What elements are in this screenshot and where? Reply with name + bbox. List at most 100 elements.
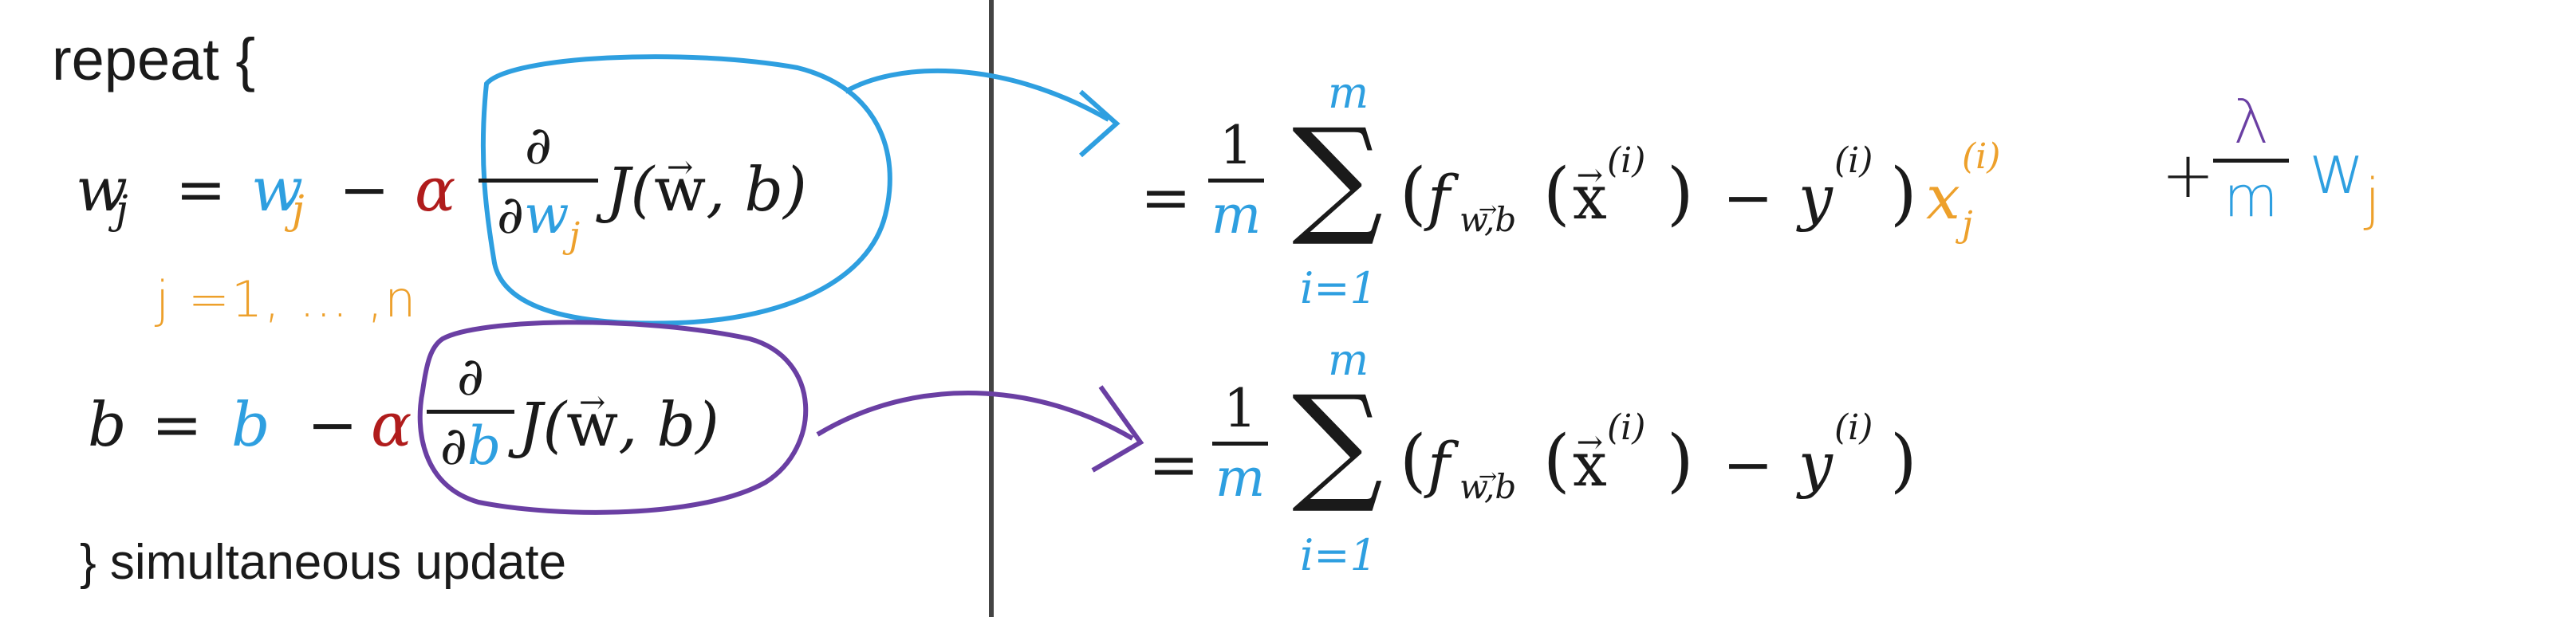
b-eq: = (152, 389, 203, 460)
wd-sum-top: m (1328, 68, 1369, 118)
reg-w-sub: j (2365, 167, 2381, 232)
b-term: b (231, 389, 270, 460)
bd-frac-num: 1 (1223, 378, 1257, 439)
b-vec-arrow-icon: → (578, 384, 606, 421)
w-fraction-bar (479, 179, 598, 183)
wd-f-sub-arrow-icon: → (1478, 196, 1498, 222)
b-J-tail: , b) (618, 389, 719, 460)
bd-sum-top: m (1328, 335, 1369, 385)
wd-eq: = (1140, 162, 1191, 233)
bd-close-paren: ) (1890, 421, 1917, 501)
reg-lambda: λ (2233, 86, 2269, 157)
w-partial-fraction: ∂ ∂wj (479, 120, 598, 253)
b-arrowhead (1091, 385, 1144, 473)
index-note: j =1, … ,n (156, 270, 418, 328)
bd-y: y (1798, 429, 1833, 500)
bd-y-sup: (i) (1834, 407, 1873, 448)
bd-sum-symbol: ∑ (1292, 367, 1384, 517)
w-lhs: w (76, 154, 128, 225)
wd-y: y (1798, 162, 1833, 233)
b-alpha: α (371, 389, 412, 460)
b-lhs: b (88, 389, 127, 460)
bd-x-close: ) (1667, 421, 1694, 501)
w-partial-den-d: ∂ (496, 184, 524, 246)
wd-sum-bottom: i=1 (1300, 263, 1377, 313)
bd-x-vec: → x (1573, 426, 1607, 495)
bd-minus: − (1723, 429, 1774, 500)
bd-f-sub-vec: → w,b (1459, 466, 1517, 506)
wd-f-sub-vec: → w,b (1459, 198, 1517, 239)
bd-x-arrow-icon: → (1576, 424, 1604, 461)
w-arrowhead (1079, 89, 1121, 158)
w-vec: → w (654, 151, 706, 220)
reg-w: w (2309, 130, 2365, 210)
bd-fraction: 1 m (1212, 383, 1268, 505)
wd-frac-bar (1208, 179, 1264, 183)
closing-label: } simultaneous update (80, 535, 567, 590)
wd-xj-sub: j (1962, 204, 1973, 245)
bd-x-open: ( (1543, 421, 1570, 501)
w-partial-den: ∂wj (497, 189, 580, 253)
w-vec-arrow-icon: → (666, 149, 694, 186)
w-term-sub: j (292, 187, 305, 233)
bd-f-sub-text: w,b (1459, 467, 1517, 506)
b-vec-letter: w (566, 389, 619, 460)
wd-x-close: ) (1667, 154, 1694, 234)
b-partial-den-var: b (467, 415, 502, 477)
w-partial-num: ∂ (524, 115, 553, 176)
b-minus: − (307, 389, 358, 460)
wd-close-paren: ) (1890, 154, 1917, 234)
b-partial-den: ∂b (440, 420, 501, 473)
w-alpha: α (415, 154, 456, 225)
wd-x-arrow-icon: → (1576, 157, 1604, 194)
wd-f-sub: → w,b (1459, 198, 1517, 239)
w-derivative-circle (480, 54, 892, 326)
w-term: w (251, 154, 304, 225)
b-J-expr: J(→ w, b) (518, 387, 719, 455)
wd-sum-symbol: ∑ (1292, 100, 1384, 250)
bd-x: → x (1573, 426, 1607, 495)
b-arrow (816, 390, 1134, 441)
w-eq: = (175, 154, 226, 225)
wd-minus: − (1723, 162, 1774, 233)
w-J-tail: , b) (706, 154, 807, 225)
wd-frac-num: 1 (1219, 115, 1253, 176)
w-arrow (844, 68, 1110, 122)
reg-frac-bar (2213, 159, 2289, 163)
b-partial-den-d: ∂ (439, 415, 467, 477)
w-lhs-sub: j (116, 187, 128, 233)
wd-open-paren: ( (1400, 154, 1427, 234)
b-partial-fraction: ∂ ∂b (427, 351, 514, 473)
w-minus: − (339, 154, 390, 225)
reg-den: m (2223, 164, 2279, 230)
reg-fraction: λ m (2213, 92, 2289, 225)
wd-y-sup: (i) (1834, 140, 1873, 181)
vertical-divider (989, 0, 994, 617)
reg-plus: + (2161, 138, 2216, 212)
bd-frac-bar (1212, 442, 1268, 446)
wd-f-sub-text: w,b (1459, 200, 1517, 239)
b-fraction-bar (427, 410, 514, 414)
wd-x-vec: → x (1573, 159, 1607, 228)
w-J-expr: J(→ w, b) (606, 151, 807, 220)
b-vec: → w (566, 387, 618, 455)
wd-x-sup: (i) (1607, 140, 1646, 181)
bd-frac-den: m (1215, 447, 1266, 509)
w-partial-den-sub: j (569, 215, 581, 256)
bd-open-paren: ( (1400, 421, 1427, 501)
bd-f: f (1428, 429, 1451, 500)
w-partial-den-var: w (523, 184, 569, 246)
wd-x-letter: x (1573, 162, 1607, 233)
bd-sum-bottom: i=1 (1300, 530, 1377, 580)
bd-x-sup: (i) (1607, 407, 1646, 448)
b-J-open: J( (518, 389, 567, 460)
bd-f-sub-arrow-icon: → (1478, 463, 1498, 489)
repeat-label: repeat { (52, 26, 256, 92)
wd-frac-den: m (1211, 184, 1262, 246)
wd-x-open: ( (1543, 154, 1570, 234)
bd-f-sub: → w,b (1459, 466, 1517, 506)
w-vec-letter: w (654, 154, 707, 225)
wd-f: f (1428, 162, 1451, 233)
bd-x-letter: x (1573, 429, 1607, 500)
